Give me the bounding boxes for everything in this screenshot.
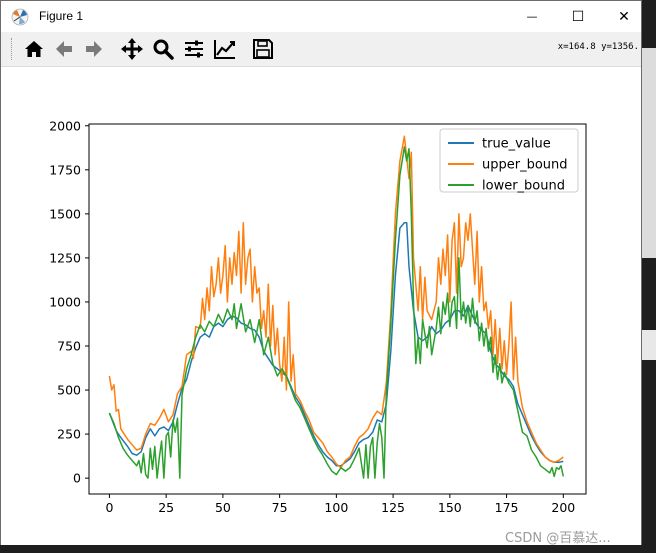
axes-frame [88,123,587,495]
legend-label-upper-bound: upper_bound [482,158,568,173]
series-line-lower-bound [108,146,565,479]
y-tick-label: 750 [57,339,81,354]
x-tick-label: 100 [324,500,348,515]
y-tick-label: 2000 [49,118,81,133]
window-title: Figure 1 [39,9,84,23]
background-window-edge-lower [642,330,656,360]
background-window-edge [642,48,656,258]
save-icon [253,39,273,59]
watermark-text: CSDN @百慕达... [505,531,611,546]
maximize-button[interactable]: ☐ [555,1,601,32]
close-button[interactable]: ✕ [601,1,647,32]
zoom-button[interactable] [150,36,176,62]
back-button[interactable] [51,36,77,62]
x-tick-label: 50 [215,500,231,515]
pan-button[interactable] [119,36,145,62]
maximize-icon: ☐ [571,8,585,25]
line-chart[interactable]: 0 25 50 75 100 125 150 175 200025050075010001250… [1,67,641,545]
legend-box [439,128,579,193]
cursor-coordinates: x=164.8 y=1356. [557,42,639,52]
forward-button[interactable] [81,36,107,62]
x-tick-label: 150 [438,500,462,515]
minimize-button[interactable]: — [509,1,555,32]
y-tick-label: 0 [73,471,81,486]
x-tick-label: 175 [495,500,519,515]
y-tick-label: 1250 [49,250,81,265]
home-button[interactable] [21,36,47,62]
title-bar[interactable]: Figure 1 — ☐ ✕ [1,1,641,32]
y-tick-label: 250 [57,427,81,442]
pan-icon [121,38,143,60]
figure-window: Figure 1 — ☐ ✕ [0,0,642,545]
zoom-icon [153,39,174,60]
series-line-upper-bound [108,135,564,469]
x-tick-label: 75 [272,500,288,515]
back-arrow-icon [56,41,72,57]
close-icon: ✕ [618,8,630,25]
x-tick-label: 0 [105,500,113,515]
legend-label-true-value: true_value [482,137,551,152]
minimize-icon: — [526,10,538,23]
y-tick-label: 1500 [49,206,81,221]
edit-axis-button[interactable] [212,36,238,62]
subplots-config-button[interactable] [181,36,207,62]
subplots-config-icon [185,40,203,58]
edit-axis-icon [214,40,235,59]
matplotlib-logo-icon [11,8,29,26]
figure-canvas[interactable]: 0 25 50 75 100 125 150 175 200 0 250 500 750 1000 1250… [1,67,641,545]
x-tick-label: 125 [381,500,405,515]
y-tick-label: 500 [57,383,81,398]
navigation-toolbar: x=164.8 y=1356. [1,32,641,67]
forward-arrow-icon [86,41,102,57]
y-tick-label: 1000 [49,294,81,309]
y-tick-label: 1750 [49,162,81,177]
home-icon [25,41,43,57]
save-button[interactable] [250,36,276,62]
legend-label-lower-bound: lower_bound [482,179,565,194]
x-tick-label: 25 [158,500,174,515]
toolbar-grip[interactable] [11,38,15,60]
x-tick-label: 200 [551,500,575,515]
